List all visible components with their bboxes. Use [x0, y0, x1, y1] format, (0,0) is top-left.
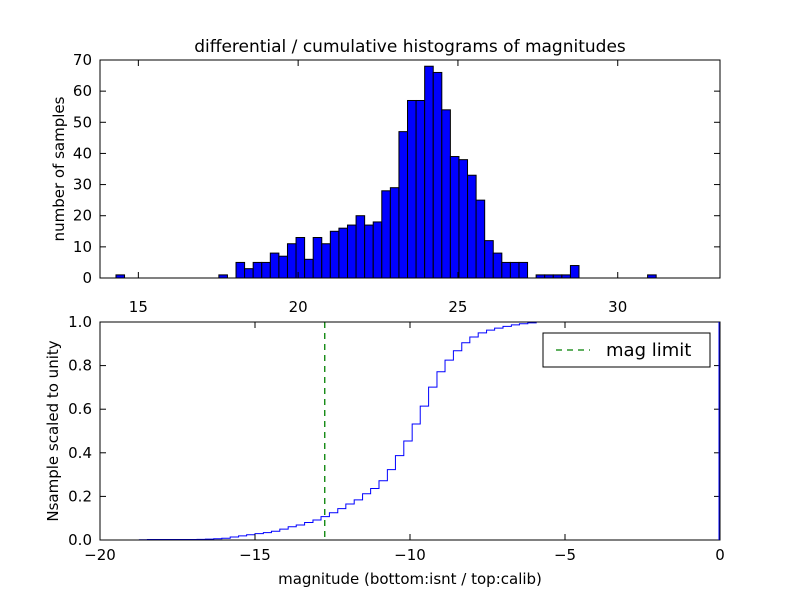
histogram-bar: [244, 268, 254, 279]
histogram-bar: [475, 199, 486, 279]
y-tick-label: 50: [73, 113, 92, 131]
histogram-bar: [509, 261, 520, 279]
y-tick-label: 60: [73, 82, 92, 100]
y-tick-label: 0.2: [68, 487, 92, 505]
y-tick-label: 20: [73, 207, 92, 225]
y-tick-label: 70: [73, 51, 92, 69]
histogram-bar: [329, 230, 340, 279]
bottom-cumulative-axes: 0.0 0.2 0.4 0.6 0.8 1.0 −20 −15 −10 −5 0 magnitud…: [44, 313, 725, 588]
histogram-bar: [407, 99, 417, 279]
y-tick-label: 10: [73, 238, 92, 256]
x-tick-label: 0: [715, 546, 725, 564]
histogram-bar: [389, 187, 400, 279]
x-tick-label: −15: [239, 546, 271, 564]
histogram-bar: [346, 224, 357, 279]
bottom-x-ticks: −20 −15 −10 −5 0: [84, 322, 725, 564]
bottom-y-ticks: 0.0 0.2 0.4 0.6 0.8 1.0: [68, 313, 720, 549]
cumulative-step-line: [131, 322, 537, 541]
histogram-bar: [398, 131, 409, 279]
histogram-bar: [441, 109, 451, 279]
histogram-bar: [449, 156, 460, 279]
x-tick-label: −10: [394, 546, 426, 564]
top-y-axis-label: number of samples: [50, 96, 68, 241]
legend: mag limit: [542, 332, 711, 368]
bottom-axes-frame: [99, 321, 721, 541]
histogram-bar: [569, 265, 580, 279]
y-tick-label: 0.6: [68, 400, 92, 418]
chart-title: differential / cumulative histograms of …: [194, 37, 626, 57]
bottom-y-axis-label: Nsample scaled to unity: [44, 340, 62, 521]
histogram-bar: [355, 215, 366, 279]
bottom-x-axis-label: magnitude (bottom:isnt / top:calib): [278, 570, 542, 588]
histogram-bar: [372, 221, 383, 279]
histogram-bar: [467, 174, 477, 279]
histogram-bar: [312, 237, 323, 279]
histogram-bar: [484, 240, 494, 279]
y-tick-label: 0.8: [68, 357, 92, 375]
top-x-ticks: 15 20 25 30: [129, 60, 627, 316]
histogram-bar: [295, 237, 306, 279]
histogram-bar: [492, 252, 503, 279]
histogram-bar: [424, 65, 434, 279]
x-tick-label: 15: [129, 298, 148, 316]
x-tick-label: 20: [289, 298, 308, 316]
histogram-bar: [286, 243, 297, 279]
histogram-bar: [364, 224, 374, 279]
histogram-bars: [115, 65, 657, 279]
x-tick-label: 30: [608, 298, 627, 316]
y-tick-label: 0.4: [68, 444, 92, 462]
histogram-bar: [338, 227, 348, 279]
legend-entry-mag-limit: mag limit: [606, 340, 691, 361]
histogram-bar: [518, 261, 529, 279]
histogram-bar: [458, 159, 469, 279]
top-histogram-axes: 0 10 20 30 40 50 60 70 15 20 25 30 differential / …: [50, 37, 721, 316]
x-tick-label: −5: [554, 546, 576, 564]
x-tick-label: −20: [84, 546, 116, 564]
histogram-bar: [501, 261, 511, 279]
histogram-bar: [261, 261, 271, 279]
y-tick-label: 40: [73, 144, 92, 162]
histogram-bar: [252, 261, 263, 279]
top-axes-frame: [99, 59, 721, 279]
y-tick-label: 0.0: [68, 531, 92, 549]
x-tick-label: 25: [448, 298, 467, 316]
histogram-bar: [415, 99, 426, 279]
y-tick-label: 1.0: [68, 313, 92, 331]
histogram-bar: [304, 258, 314, 279]
y-tick-label: 0: [82, 269, 92, 287]
histogram-bar: [381, 190, 391, 279]
histogram-bar: [235, 261, 246, 279]
histogram-bar: [321, 243, 331, 279]
y-tick-label: 30: [73, 176, 92, 194]
histogram-bar: [432, 71, 443, 279]
histogram-bar: [278, 255, 288, 279]
histogram-bar: [269, 252, 280, 279]
